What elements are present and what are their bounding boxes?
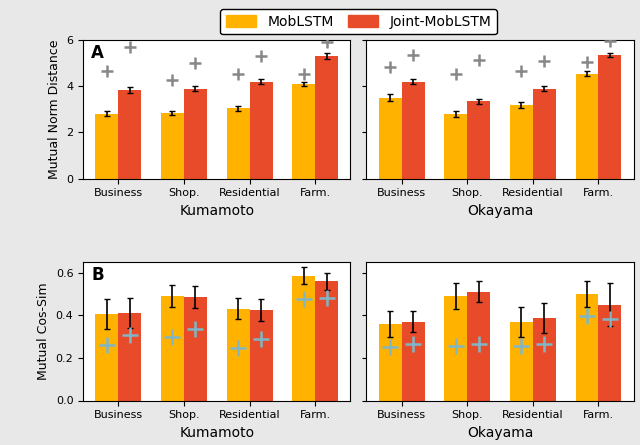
X-axis label: Kumamoto: Kumamoto <box>179 426 254 440</box>
Y-axis label: Mutual Cos-Sim: Mutual Cos-Sim <box>37 283 50 380</box>
Bar <box>184 297 207 400</box>
Bar <box>379 98 401 179</box>
X-axis label: Okayama: Okayama <box>467 426 533 440</box>
Bar <box>250 81 273 179</box>
Bar <box>379 324 401 400</box>
Bar <box>467 292 490 400</box>
Bar <box>401 322 424 400</box>
Bar <box>575 294 598 400</box>
Bar <box>161 296 184 400</box>
Bar <box>401 81 424 179</box>
Legend: MobLSTM, Joint-MobLSTM: MobLSTM, Joint-MobLSTM <box>220 9 497 34</box>
Bar <box>510 105 533 179</box>
Bar <box>118 313 141 400</box>
Bar <box>227 309 250 400</box>
Bar <box>95 113 118 179</box>
Bar <box>575 73 598 179</box>
Y-axis label: Mutual Norm Distance: Mutual Norm Distance <box>48 40 61 179</box>
Bar <box>316 281 338 400</box>
Bar <box>444 296 467 400</box>
Bar <box>292 84 316 179</box>
Bar <box>95 314 118 400</box>
Text: A: A <box>92 44 104 62</box>
Bar <box>467 101 490 179</box>
Bar <box>598 304 621 400</box>
Bar <box>316 56 338 179</box>
Bar <box>250 310 273 400</box>
X-axis label: Kumamoto: Kumamoto <box>179 204 254 218</box>
Bar <box>227 108 250 179</box>
Bar <box>444 114 467 179</box>
X-axis label: Okayama: Okayama <box>467 204 533 218</box>
Bar <box>598 55 621 179</box>
Bar <box>184 89 207 179</box>
Bar <box>118 90 141 179</box>
Bar <box>533 89 556 179</box>
Bar <box>510 322 533 400</box>
Bar <box>533 318 556 400</box>
Bar <box>161 113 184 179</box>
Bar <box>292 276 316 400</box>
Text: B: B <box>92 266 104 284</box>
